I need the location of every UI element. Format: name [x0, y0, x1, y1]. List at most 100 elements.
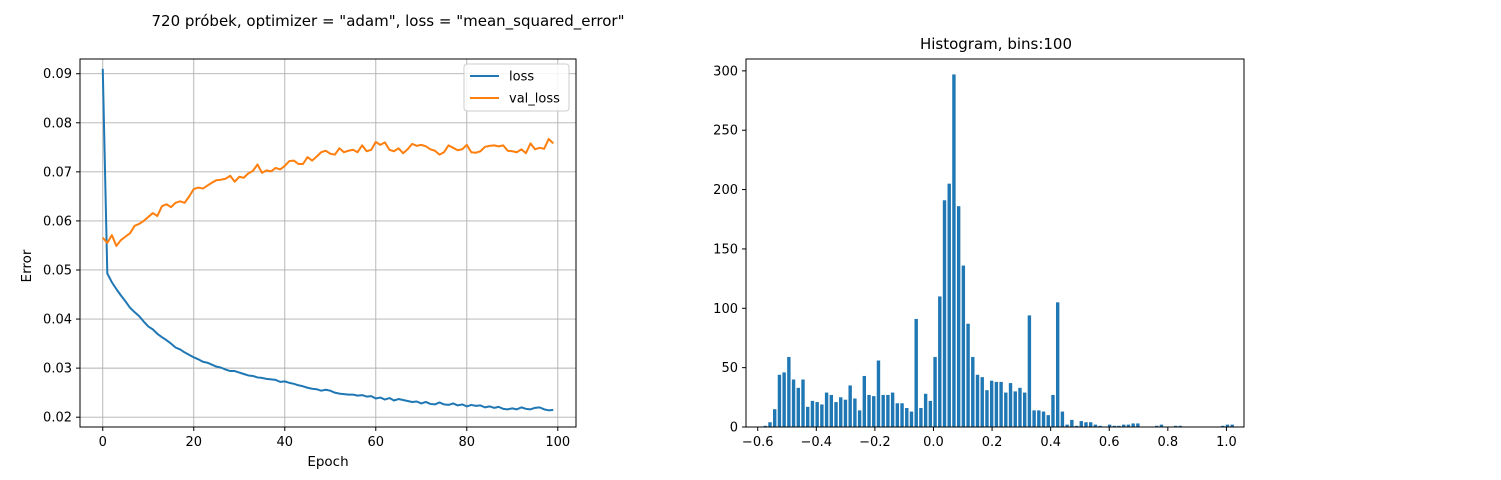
histogram-bar	[938, 296, 941, 427]
histogram-x-tick-label: 0.8	[1157, 435, 1178, 450]
histogram-bar	[943, 200, 946, 427]
loss-y-tick-label: 0.03	[43, 362, 72, 377]
histogram-y-tick-label: 250	[713, 124, 738, 139]
histogram-x-tick-label: 1.0	[1216, 435, 1237, 450]
histogram-bar	[1056, 302, 1059, 427]
histogram-bar	[1018, 388, 1021, 427]
loss-y-tick-label: 0.09	[43, 67, 72, 82]
histogram-bar	[957, 206, 960, 427]
histogram-bar	[801, 380, 804, 427]
histogram-bar	[1009, 383, 1012, 427]
histogram-bar	[915, 319, 918, 427]
histogram-bar	[971, 357, 974, 427]
histogram-bar	[806, 407, 809, 427]
histogram-bar	[858, 410, 861, 427]
loss-x-tick-label: 0	[99, 435, 107, 450]
histogram-x-tick-label: −0.2	[859, 435, 891, 450]
histogram-bar	[910, 412, 913, 427]
legend-label-val-loss: val_loss	[509, 92, 560, 107]
loss-x-tick-label: 20	[185, 435, 202, 450]
loss-y-tick-label: 0.08	[43, 116, 72, 131]
histogram-y-tick-label: 150	[713, 242, 738, 257]
histogram-bar	[976, 375, 979, 427]
histogram-bar	[924, 394, 927, 427]
histogram-bar	[1080, 421, 1083, 427]
loss-x-axis-label: Epoch	[307, 454, 348, 470]
histogram-bar	[773, 409, 776, 427]
histogram-bar	[990, 381, 993, 427]
loss-y-tick-label: 0.02	[43, 411, 72, 426]
histogram-bar	[867, 395, 870, 427]
loss-y-tick-label: 0.04	[43, 313, 72, 328]
histogram-x-tick-label: 0.6	[1099, 435, 1120, 450]
histogram-bar	[1070, 420, 1073, 427]
histogram-x-tick-label: 0.2	[982, 435, 1003, 450]
histogram-bar	[1042, 412, 1045, 427]
histogram-bar	[933, 357, 936, 427]
histogram-bar	[981, 377, 984, 427]
histogram-bar	[1004, 393, 1007, 427]
histogram-bar	[825, 393, 828, 427]
histogram-bar	[995, 382, 998, 427]
histogram-x-tick-label: −0.6	[742, 435, 774, 450]
histogram-y-tick-label: 100	[713, 302, 738, 317]
histogram-bar	[962, 266, 965, 427]
histogram-bar	[1037, 410, 1040, 427]
histogram-bar	[792, 380, 795, 427]
histogram-bar	[844, 400, 847, 427]
histogram-bar	[768, 422, 771, 427]
histogram-bar	[811, 401, 814, 427]
histogram-bar	[787, 357, 790, 427]
histogram-bar	[1051, 395, 1054, 427]
histogram-bar	[1023, 393, 1026, 427]
histogram-bar	[872, 396, 875, 427]
histogram-bar	[952, 74, 955, 427]
loss-legend: loss val_loss	[464, 64, 569, 111]
histogram-bar	[848, 385, 851, 427]
histogram-bar	[999, 382, 1002, 427]
histogram-bar	[853, 399, 856, 427]
histogram-bar	[778, 375, 781, 427]
histogram-bar	[782, 372, 785, 427]
histogram-x-tick-label: 0.4	[1040, 435, 1061, 450]
histogram-bar	[881, 395, 884, 427]
histogram-title: Histogram, bins:100	[920, 35, 1072, 53]
histogram-bar	[839, 397, 842, 427]
histogram-bar	[830, 395, 833, 427]
loss-y-tick-label: 0.05	[43, 263, 72, 278]
histogram-y-tick-label: 0	[730, 421, 738, 436]
histogram-bar	[820, 404, 823, 427]
histogram-bar	[1136, 423, 1139, 427]
loss-x-tick-label: 60	[368, 435, 385, 450]
histogram-bar	[1084, 422, 1087, 427]
loss-x-tick-label: 40	[276, 435, 293, 450]
histogram-bar	[834, 402, 837, 427]
histogram-bar	[1028, 315, 1031, 427]
histogram-bar	[1047, 415, 1050, 427]
legend-label-loss: loss	[509, 70, 534, 85]
histogram-bar	[985, 390, 988, 427]
histogram-bar	[797, 388, 800, 427]
histogram-bar	[900, 403, 903, 427]
figure-suptitle: 720 próbek, optimizer = "adam", loss = "…	[151, 12, 624, 31]
histogram-bar	[1032, 410, 1035, 427]
histogram-bar	[1014, 391, 1017, 427]
loss-x-tick-label: 80	[459, 435, 476, 450]
histogram-bar	[1131, 423, 1134, 427]
histogram-bar	[929, 401, 932, 427]
histogram-x-tick-label: 0.0	[923, 435, 944, 450]
histogram-bar	[891, 393, 894, 427]
histogram-y-tick-label: 300	[713, 64, 738, 79]
histogram-bar	[966, 324, 969, 427]
histogram-bar	[815, 402, 818, 427]
loss-y-tick-label: 0.07	[43, 165, 72, 180]
histogram-bar	[896, 403, 899, 427]
histogram-bar	[919, 408, 922, 427]
loss-y-axis-label: Error	[19, 249, 35, 282]
histogram-bar	[877, 361, 880, 427]
histogram-bar	[1061, 412, 1064, 427]
histogram-bar	[1089, 422, 1092, 427]
histogram-bar	[886, 395, 889, 427]
